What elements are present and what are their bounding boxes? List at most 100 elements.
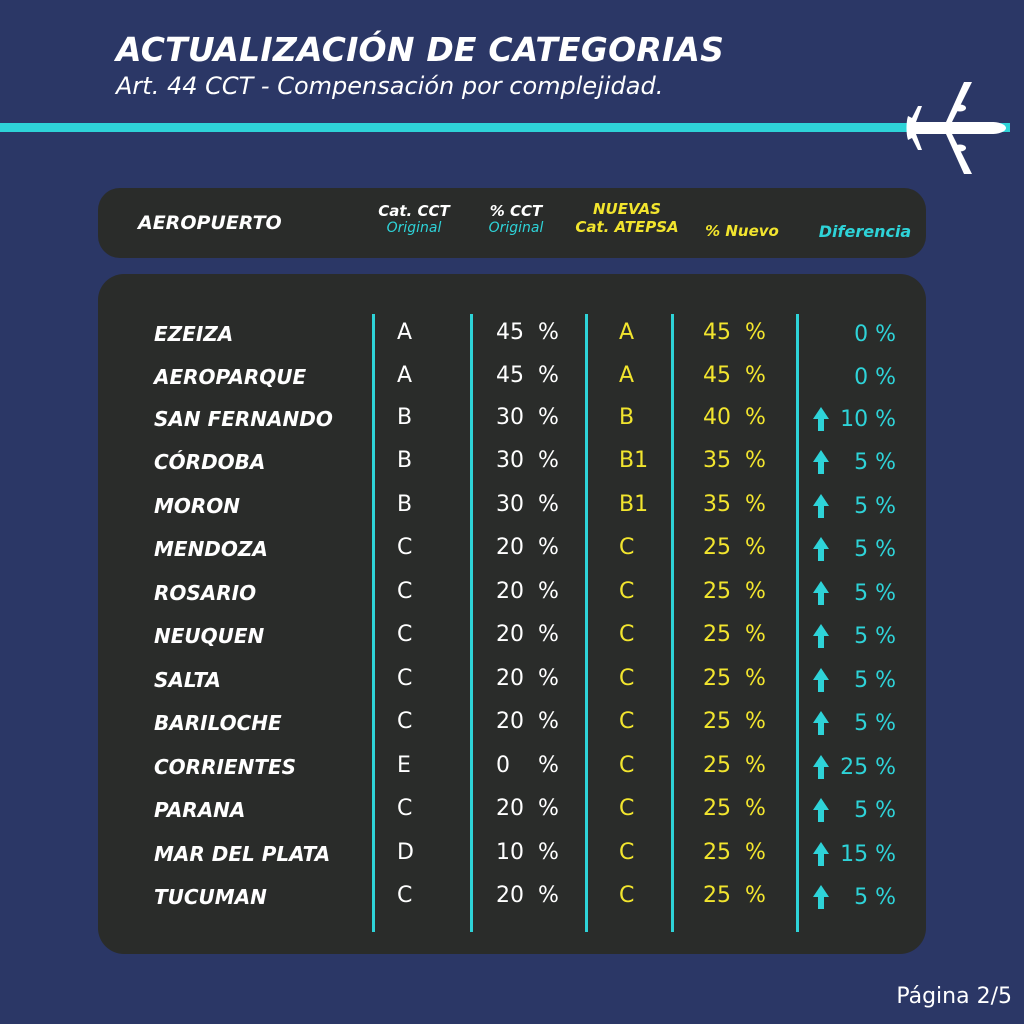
header-pct-cct: % CCT Original [466, 202, 566, 236]
pct-new-value: 25 % [703, 753, 766, 778]
header-new-cat: NUEVAS Cat. ATEPSA [572, 200, 682, 236]
cat-cct-value: A [397, 363, 413, 388]
diff-value: 5 % [854, 581, 896, 606]
new-cat-value: C [619, 535, 635, 560]
column-divider [372, 314, 375, 932]
new-cat-value: A [619, 363, 635, 388]
airplane-icon [906, 82, 1006, 174]
header-diff: Diferencia [818, 222, 912, 241]
pct-new-value: 25 % [703, 796, 766, 821]
page-number: Página 2/5 [896, 984, 1012, 1009]
arrow-up-icon [813, 885, 829, 909]
pct-cct-value: 20 % [496, 535, 559, 560]
diff-value: 0 % [854, 322, 896, 347]
pct-cct-value: 10 % [496, 840, 559, 865]
table-row: SALTA C 20 % C 25 % 5 % [98, 666, 926, 696]
airport-name: MORON [154, 494, 241, 518]
arrow-up-icon [813, 407, 829, 431]
header-new-cat-l1: NUEVAS [593, 200, 661, 218]
diff-value: 5 % [854, 450, 896, 475]
table-body: EZEIZA A 45 % A 45 % 0 % AEROPARQUE A 45 % A 45 % 0… [98, 274, 926, 954]
accent-divider [0, 123, 1010, 132]
new-cat-value: B [619, 405, 635, 430]
header-cat-cct-label: Cat. CCT [378, 202, 450, 220]
column-divider [585, 314, 588, 932]
arrow-up-icon [813, 450, 829, 474]
cat-cct-value: B [397, 492, 413, 517]
header-pct-new: % Nuevo [705, 222, 779, 240]
airport-name: AEROPARQUE [154, 365, 307, 389]
table-row: CÓRDOBA B 30 % B1 35 % 5 % [98, 448, 926, 478]
header-airport: AEROPUERTO [138, 212, 282, 234]
header-pct-cct-label: % CCT [489, 202, 543, 220]
pct-cct-value: 20 % [496, 622, 559, 647]
column-divider [796, 314, 799, 932]
pct-cct-value: 30 % [496, 492, 559, 517]
column-divider [671, 314, 674, 932]
new-cat-value: C [619, 622, 635, 647]
airport-name: EZEIZA [154, 322, 234, 346]
pct-new-value: 25 % [703, 709, 766, 734]
airport-name: CORRIENTES [154, 755, 297, 779]
diff-value: 25 % [840, 755, 896, 780]
table-row: NEUQUEN C 20 % C 25 % 5 % [98, 622, 926, 652]
arrow-up-icon [813, 581, 829, 605]
page-subtitle: Art. 44 CCT - Compensación por complejid… [116, 72, 664, 100]
arrow-up-icon [813, 755, 829, 779]
column-divider [470, 314, 473, 932]
airport-name: TUCUMAN [154, 885, 267, 909]
table-row: CORRIENTES E 0 % C 25 % 25 % [98, 753, 926, 783]
pct-cct-value: 45 % [496, 363, 559, 388]
diff-value: 5 % [854, 885, 896, 910]
cat-cct-value: C [397, 579, 413, 604]
cat-cct-value: C [397, 622, 413, 647]
airport-name: PARANA [154, 798, 246, 822]
arrow-up-icon [813, 842, 829, 866]
arrow-up-icon [813, 668, 829, 692]
diff-value: 5 % [854, 798, 896, 823]
new-cat-value: C [619, 796, 635, 821]
diff-value: 5 % [854, 537, 896, 562]
airport-name: SALTA [154, 668, 221, 692]
pct-new-value: 35 % [703, 492, 766, 517]
airport-name: SAN FERNANDO [154, 407, 333, 431]
airport-name: CÓRDOBA [154, 450, 266, 474]
table-row: MAR DEL PLATA D 10 % C 25 % 15 % [98, 840, 926, 870]
new-cat-value: C [619, 753, 635, 778]
pct-cct-value: 45 % [496, 320, 559, 345]
pct-cct-value: 30 % [496, 448, 559, 473]
header-new-cat-l2: Cat. ATEPSA [575, 218, 679, 236]
pct-cct-value: 20 % [496, 883, 559, 908]
airport-name: ROSARIO [154, 581, 257, 605]
diff-value: 0 % [854, 365, 896, 390]
cat-cct-value: C [397, 796, 413, 821]
pct-cct-value: 20 % [496, 666, 559, 691]
pct-new-value: 25 % [703, 579, 766, 604]
header-cat-cct: Cat. CCT Original [364, 202, 464, 236]
table-row: PARANA C 20 % C 25 % 5 % [98, 796, 926, 826]
diff-value: 5 % [854, 494, 896, 519]
arrow-up-icon [813, 494, 829, 518]
table-row: ROSARIO C 20 % C 25 % 5 % [98, 579, 926, 609]
diff-value: 10 % [840, 407, 896, 432]
pct-cct-value: 0 % [496, 753, 559, 778]
table-row: AEROPARQUE A 45 % A 45 % 0 % [98, 363, 926, 393]
new-cat-value: A [619, 320, 635, 345]
page-title: ACTUALIZACIÓN DE CATEGORIAS [116, 30, 725, 69]
cat-cct-value: E [397, 753, 411, 778]
arrow-up-icon [813, 711, 829, 735]
pct-new-value: 40 % [703, 405, 766, 430]
pct-new-value: 25 % [703, 840, 766, 865]
pct-new-value: 25 % [703, 883, 766, 908]
pct-new-value: 45 % [703, 320, 766, 345]
table-row: BARILOCHE C 20 % C 25 % 5 % [98, 709, 926, 739]
pct-new-value: 25 % [703, 535, 766, 560]
header-pct-cct-sub: Original [488, 220, 544, 236]
table-row: SAN FERNANDO B 30 % B 40 % 10 % [98, 405, 926, 435]
airport-name: MAR DEL PLATA [154, 842, 331, 866]
arrow-up-icon [813, 537, 829, 561]
pct-new-value: 45 % [703, 363, 766, 388]
cat-cct-value: C [397, 709, 413, 734]
pct-new-value: 25 % [703, 622, 766, 647]
table-row: MORON B 30 % B1 35 % 5 % [98, 492, 926, 522]
